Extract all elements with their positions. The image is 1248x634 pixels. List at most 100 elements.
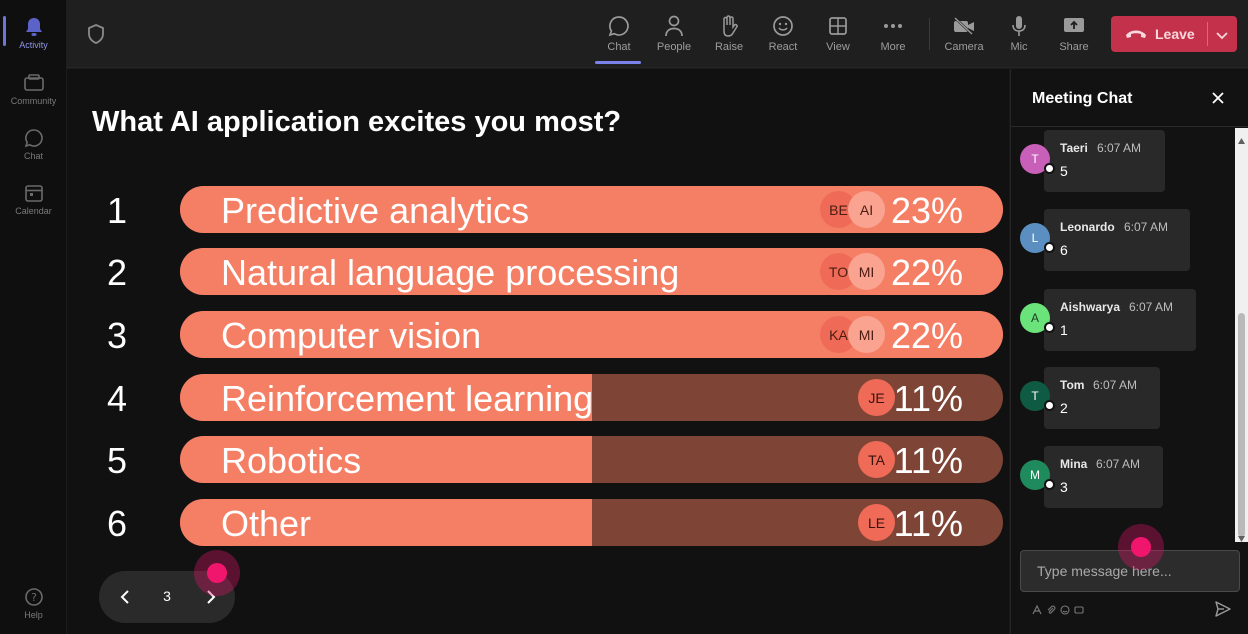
message-bubble: Leonardo 6:07 AM 6 — [1044, 209, 1190, 271]
option-rank: 6 — [107, 503, 128, 544]
option-percent: 11% — [893, 440, 963, 481]
people-button-label: People — [656, 41, 692, 53]
bell-icon — [23, 16, 45, 38]
scroll-down-icon[interactable] — [1237, 530, 1246, 542]
view-button[interactable]: View — [812, 8, 864, 60]
share-button-label: Share — [1059, 41, 1089, 53]
chevron-right-icon[interactable] — [201, 588, 219, 606]
message-text: 5 — [1060, 163, 1068, 179]
option-rank: 4 — [107, 378, 128, 419]
chat-message[interactable]: Mina 6:07 AM 3 M — [1011, 444, 1235, 508]
raise-hand-icon — [717, 14, 741, 38]
chevron-down-icon[interactable] — [1215, 28, 1229, 40]
scroll-up-icon[interactable] — [1237, 132, 1246, 144]
message-time: 6:07 AM — [1129, 300, 1174, 314]
message-bubble: Aishwarya 6:07 AM 1 — [1044, 289, 1196, 351]
message-time: 6:07 AM — [1124, 220, 1169, 234]
attach-icon[interactable] — [1046, 602, 1056, 614]
gif-icon[interactable] — [1074, 602, 1084, 614]
option-percent: 22% — [890, 252, 963, 293]
chat-icon — [23, 127, 45, 149]
rail-item-community[interactable]: Community — [0, 62, 67, 112]
option-label: Natural language processing — [221, 252, 680, 293]
chat-message-list: Taeri 6:07 AM 5 T Leonardo 6:07 AM 6 L Aishwarya… — [1011, 128, 1235, 542]
message-input[interactable] — [1021, 551, 1239, 591]
presence-status-icon — [1044, 400, 1055, 411]
result-bar-fill — [180, 374, 592, 421]
message-text: 2 — [1060, 400, 1068, 416]
rail-item-label: Calendar — [15, 206, 52, 216]
react-button[interactable]: React — [757, 8, 809, 60]
option-percent: 11% — [893, 378, 963, 419]
avatar: T — [1020, 381, 1050, 411]
result-bar-fill — [180, 436, 592, 483]
camera-button[interactable]: Camera — [938, 8, 990, 60]
rail-item-calendar[interactable]: Calendar — [0, 172, 67, 222]
rail-item-activity[interactable]: Activity — [0, 6, 67, 56]
share-button[interactable]: Share — [1048, 8, 1100, 60]
sender-name: Aishwarya — [1060, 300, 1121, 314]
voter-avatar: LE — [858, 504, 895, 541]
message-bubble: Mina 6:07 AM 3 — [1044, 446, 1163, 508]
poll-option-row: 2 Natural language processing TO MI 22% — [67, 248, 1009, 296]
chat-message[interactable]: Taeri 6:07 AM 5 T — [1011, 128, 1235, 192]
result-bar: Robotics TA 11% — [180, 436, 1003, 483]
presence-status-icon — [1044, 322, 1055, 333]
message-text: 6 — [1060, 242, 1068, 258]
poll-option-row: 6 Other LE 11% — [67, 499, 1009, 547]
option-rank: 3 — [107, 315, 128, 356]
close-icon[interactable] — [1210, 90, 1226, 106]
message-box — [1020, 550, 1240, 592]
chat-message[interactable]: Leonardo 6:07 AM 6 L — [1011, 207, 1235, 271]
voter-avatar: MI — [848, 253, 885, 290]
option-rank: 5 — [107, 440, 128, 481]
people-button[interactable]: People — [648, 8, 700, 60]
poll-option-row: 1 Predictive analytics BE AI 23% — [67, 186, 1009, 234]
emoji-icon[interactable] — [1060, 602, 1070, 615]
poll-option-row: 5 Robotics TA 11% — [67, 436, 1009, 484]
message-time: 6:07 AM — [1097, 141, 1142, 155]
poll-results-panel: What AI application excites you most? 1 P… — [67, 69, 1009, 634]
meeting-chat-panel: Meeting Chat Taeri 6:07 AM 5 T Leonardo 6:07 … — [1010, 69, 1248, 634]
more-button[interactable]: More — [867, 8, 919, 60]
view-button-label: View — [826, 41, 850, 53]
message-bubble: Taeri 6:07 AM 5 — [1044, 130, 1165, 192]
result-bar: Other LE 11% — [180, 499, 1003, 546]
chat-icon — [607, 14, 631, 38]
chat-message[interactable]: Aishwarya 6:07 AM 1 A — [1011, 287, 1235, 351]
poll-option-row: 3 Computer vision KA MI 22% — [67, 311, 1009, 359]
mic-button[interactable]: Mic — [993, 8, 1045, 60]
rail-item-label: Community — [10, 96, 57, 106]
message-text: 1 — [1060, 322, 1068, 338]
send-icon[interactable] — [1214, 600, 1232, 618]
leave-button[interactable]: Leave — [1111, 16, 1237, 52]
rail-item-help[interactable]: ? Help — [0, 576, 67, 626]
option-percent: 22% — [890, 315, 963, 356]
leave-button-label: Leave — [1155, 26, 1195, 42]
chat-button[interactable]: Chat — [593, 8, 645, 64]
rail-item-chat[interactable]: Chat — [0, 117, 67, 167]
chat-scrollbar[interactable] — [1235, 128, 1248, 542]
svg-text:?: ? — [31, 591, 37, 604]
presence-status-icon — [1044, 163, 1055, 174]
poll-option-row: 4 Reinforcement learning JE 11% — [67, 374, 1009, 422]
chevron-left-icon[interactable] — [117, 588, 135, 606]
raise-hand-button[interactable]: Raise — [703, 8, 755, 60]
chat-message[interactable]: Tom 6:07 AM 2 T — [1011, 365, 1235, 429]
chat-header: Meeting Chat — [1011, 69, 1248, 127]
more-dots-icon — [881, 14, 905, 38]
result-bar-fill — [180, 499, 592, 546]
message-bubble: Tom 6:07 AM 2 — [1044, 367, 1160, 429]
chat-title: Meeting Chat — [1032, 90, 1133, 107]
result-bar: Predictive analytics BE AI 23% — [180, 186, 1003, 233]
result-bar: Computer vision KA MI 22% — [180, 311, 1003, 358]
shield-icon[interactable] — [87, 24, 105, 44]
voter-avatar: JE — [858, 379, 895, 416]
scrollbar-thumb[interactable] — [1238, 313, 1245, 537]
voter-avatar: MI — [848, 316, 885, 353]
rail-item-label: Chat — [23, 151, 43, 161]
format-icon[interactable] — [1032, 602, 1042, 615]
app-rail: Activity Community Chat Calendar ? Help — [0, 0, 67, 634]
poll-question: What AI application excites you most? — [92, 106, 622, 138]
camera-off-icon — [952, 14, 976, 38]
